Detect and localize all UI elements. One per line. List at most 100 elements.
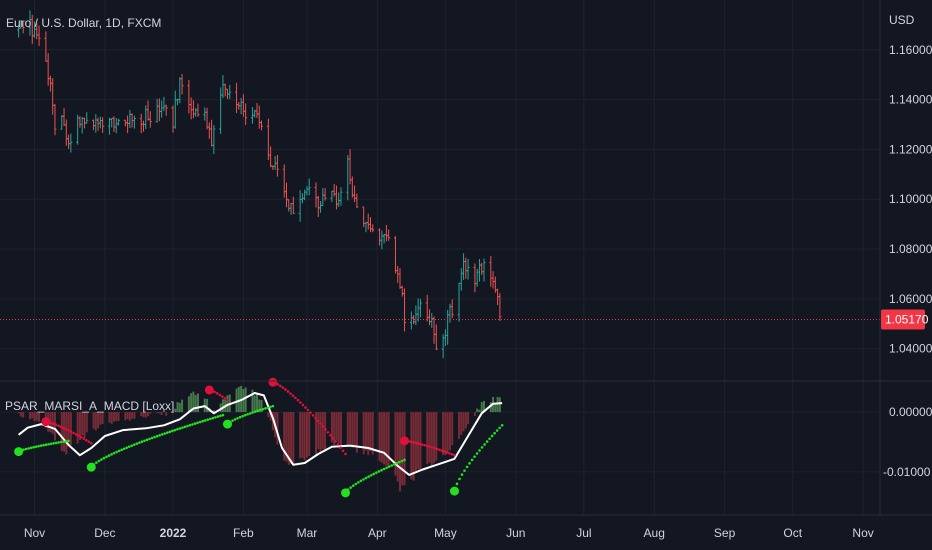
psar-dot bbox=[62, 440, 65, 443]
psar-dot bbox=[171, 429, 174, 433]
psar-dot bbox=[359, 479, 363, 483]
price-bar bbox=[450, 299, 454, 319]
histogram-bar bbox=[292, 412, 295, 466]
histogram-bar bbox=[112, 412, 115, 422]
price-bar bbox=[94, 114, 98, 133]
histogram-bar bbox=[396, 412, 399, 482]
histogram-bar bbox=[308, 412, 311, 457]
histogram-bar bbox=[335, 412, 338, 441]
psar-dot bbox=[475, 452, 479, 455]
price-bar bbox=[416, 298, 420, 322]
price-bar bbox=[380, 230, 384, 250]
psar-dot bbox=[49, 442, 53, 446]
psar-dot bbox=[213, 390, 216, 394]
psar-dot bbox=[148, 437, 151, 441]
price-bar bbox=[219, 87, 223, 134]
histogram-bar bbox=[489, 402, 492, 413]
psar-dot bbox=[463, 469, 466, 472]
price-bar bbox=[64, 119, 68, 146]
histogram-bar bbox=[353, 412, 356, 446]
price-bar bbox=[37, 25, 41, 47]
histogram-bar bbox=[244, 387, 247, 413]
price-axis[interactable]: 1.16000 1.14000 1.12000 1.10000 1.08000 1.060… bbox=[889, 43, 932, 356]
psar-dot bbox=[186, 424, 189, 428]
histogram-bar bbox=[355, 412, 358, 453]
psar-dot bbox=[334, 440, 337, 443]
histogram-bar bbox=[467, 412, 470, 425]
price-bar bbox=[314, 182, 318, 208]
histogram-bar bbox=[219, 403, 222, 413]
price-bar bbox=[223, 83, 227, 97]
price-tick-label: 1.12000 bbox=[889, 142, 932, 156]
price-bar bbox=[491, 271, 495, 289]
indicator-histogram[interactable] bbox=[17, 385, 501, 492]
histogram-bar bbox=[333, 412, 336, 446]
psar-dot bbox=[395, 461, 399, 465]
psar-dot bbox=[231, 419, 234, 422]
histogram-bar bbox=[226, 395, 229, 413]
price-bar bbox=[189, 97, 193, 120]
psar-dot bbox=[115, 450, 118, 454]
histogram-bar bbox=[473, 412, 476, 417]
price-bars[interactable] bbox=[17, 10, 502, 359]
price-bar bbox=[414, 305, 418, 326]
price-bar bbox=[85, 112, 89, 124]
histogram-bar bbox=[426, 412, 429, 465]
price-bar bbox=[62, 108, 66, 126]
price-bar bbox=[162, 96, 166, 112]
price-bar bbox=[107, 117, 111, 135]
psar-dot bbox=[181, 426, 184, 429]
price-bar bbox=[366, 213, 370, 230]
price-bar bbox=[368, 217, 372, 233]
psar-dot bbox=[480, 446, 484, 449]
psar-dot bbox=[392, 463, 396, 466]
price-bar bbox=[384, 224, 388, 242]
histogram-bar bbox=[330, 412, 333, 443]
psar-dot bbox=[208, 417, 212, 421]
psar-dot bbox=[117, 449, 121, 453]
psar-dot bbox=[87, 440, 91, 443]
psar-dot bbox=[228, 420, 232, 424]
psar-dot bbox=[319, 422, 322, 425]
psar-dot bbox=[309, 411, 312, 414]
psar-dot bbox=[500, 423, 504, 427]
price-bar bbox=[21, 22, 25, 34]
psar-marker bbox=[41, 417, 51, 427]
histogram-bar bbox=[94, 412, 97, 431]
histogram-bar bbox=[31, 412, 34, 419]
psar-dot bbox=[488, 437, 491, 441]
psar-dot bbox=[405, 439, 409, 443]
histogram-bar bbox=[367, 412, 370, 456]
histogram-bar bbox=[235, 388, 238, 413]
histogram-bar bbox=[258, 399, 261, 413]
histogram-bar bbox=[433, 412, 436, 464]
histogram-bar bbox=[147, 412, 150, 417]
histogram-bar bbox=[401, 412, 404, 486]
indicator-macd-line[interactable] bbox=[17, 392, 503, 476]
price-bar bbox=[207, 122, 211, 139]
histogram-bar bbox=[17, 412, 20, 414]
indicator-axis[interactable]: 0.00000 -0.01000 bbox=[883, 405, 932, 479]
indicator-psar-dots[interactable] bbox=[14, 377, 504, 498]
psar-dot bbox=[122, 447, 126, 451]
indicator-tick-label: -0.01000 bbox=[883, 465, 931, 479]
price-bar bbox=[210, 119, 214, 147]
price-bar bbox=[255, 103, 259, 118]
psar-dot bbox=[294, 396, 297, 400]
price-bar bbox=[196, 103, 200, 117]
psar-dot bbox=[321, 425, 325, 428]
histogram-bar bbox=[446, 412, 449, 453]
histogram-bar bbox=[165, 412, 168, 416]
psar-dot bbox=[206, 418, 210, 421]
psar-dot bbox=[241, 414, 244, 418]
psar-dot bbox=[364, 476, 368, 480]
psar-dot bbox=[163, 432, 167, 435]
time-axis[interactable]: Nov Dec 2022 Feb Mar Apr May Jun Jul Aug Sep Oct Nov bbox=[24, 526, 874, 540]
price-bar bbox=[275, 154, 279, 177]
psar-dot bbox=[214, 416, 217, 419]
psar-dot bbox=[453, 453, 456, 457]
histogram-bar bbox=[349, 412, 352, 445]
price-bar bbox=[348, 149, 352, 185]
psar-dot bbox=[385, 466, 388, 470]
